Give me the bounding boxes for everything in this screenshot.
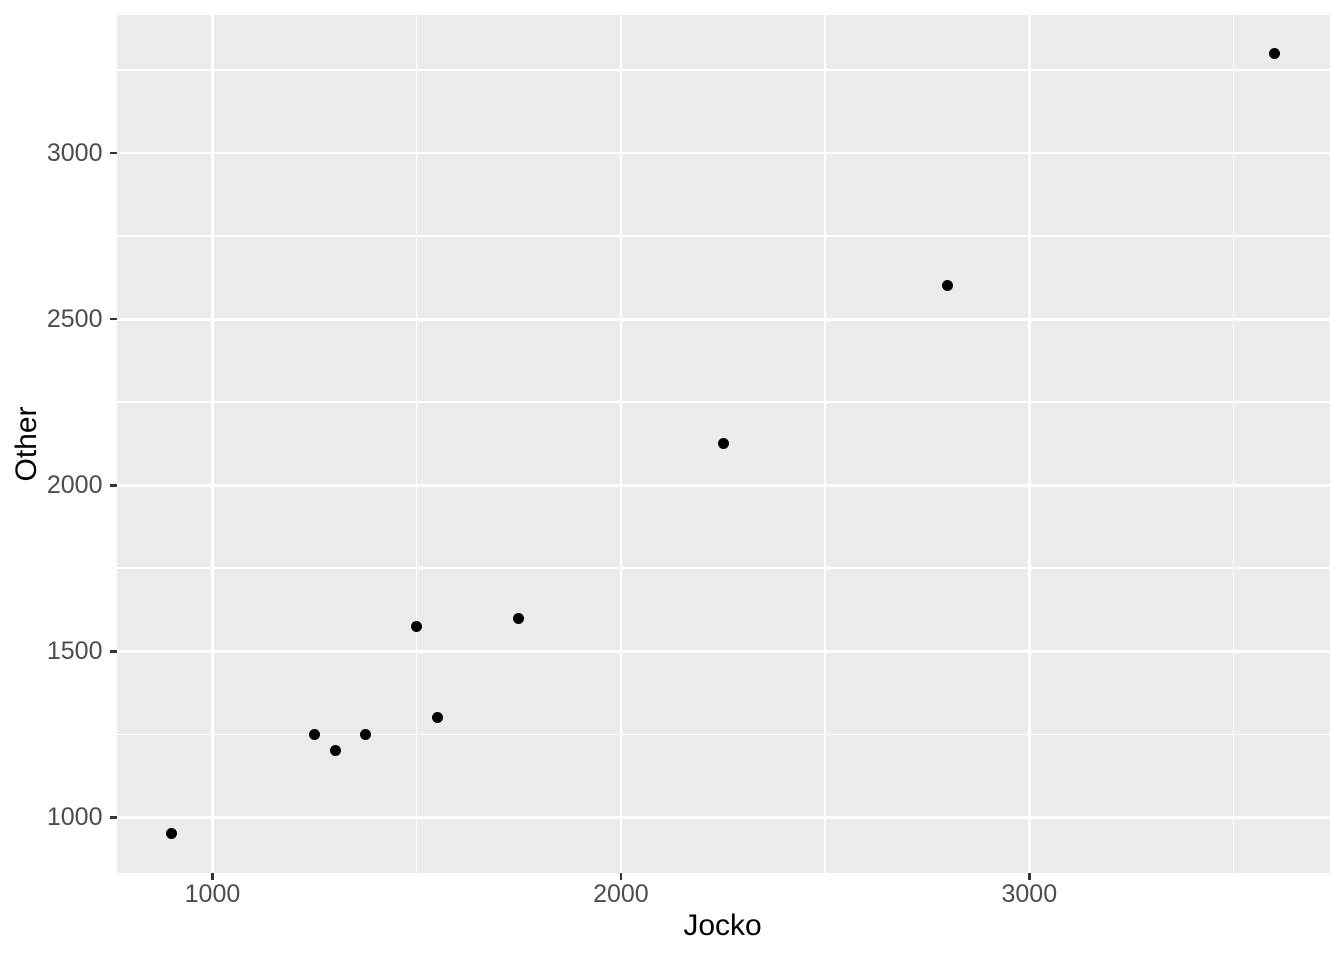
data-point [360, 728, 372, 740]
minor-gridline-x [1232, 14, 1235, 873]
data-point [166, 828, 178, 840]
x-tick-label: 3000 [1001, 880, 1058, 908]
x-tick-label: 2000 [593, 880, 649, 908]
data-point [431, 712, 443, 724]
data-point [309, 728, 321, 740]
major-gridline-x [1027, 14, 1031, 873]
major-gridline-y [116, 317, 1330, 321]
y-tick-mark [109, 317, 117, 321]
data-point [411, 620, 423, 632]
minor-gridline-x [824, 14, 826, 873]
y-tick-mark [109, 650, 117, 653]
major-gridline-y [116, 816, 1330, 819]
y-tick-mark [109, 484, 117, 487]
y-tick-mark [109, 151, 117, 155]
x-tick-mark [619, 873, 623, 880]
y-tick-label: 2500 [46, 305, 103, 334]
x-axis-title: Jocko [683, 909, 762, 942]
data-point [513, 612, 525, 624]
minor-gridline-y [116, 69, 1330, 71]
y-axis-title: Other [10, 406, 43, 482]
x-tick-label: 1000 [184, 880, 241, 908]
major-gridline-y [116, 649, 1330, 653]
data-point [942, 280, 954, 292]
y-tick-label: 1500 [46, 637, 103, 666]
minor-gridline-y [116, 567, 1330, 570]
major-gridline-x [619, 14, 623, 873]
minor-gridline-x [415, 14, 418, 873]
y-tick-mark [109, 816, 117, 819]
y-tick-label: 1000 [46, 803, 103, 832]
x-tick-mark [1028, 873, 1031, 880]
data-point [1268, 48, 1280, 60]
plot-panel [116, 14, 1330, 873]
minor-gridline-y [116, 401, 1330, 404]
data-point [717, 438, 729, 450]
y-tick-label: 2000 [46, 471, 103, 500]
x-tick-mark [211, 873, 214, 880]
minor-gridline-y [116, 235, 1330, 237]
major-gridline-y [116, 483, 1330, 487]
data-point [329, 745, 341, 757]
minor-gridline-y [116, 733, 1330, 736]
major-gridline-y [116, 151, 1330, 155]
y-tick-label: 3000 [46, 139, 103, 168]
major-gridline-x [211, 14, 214, 873]
